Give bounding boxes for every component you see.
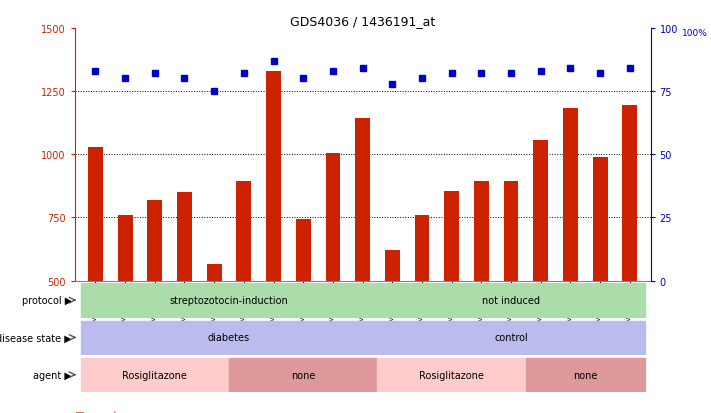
Bar (229, 358, 378, 392)
Bar (503, 181, 518, 281)
Bar (80, 358, 229, 392)
Bar (474, 181, 488, 281)
Bar (80, 321, 378, 354)
Bar (147, 200, 162, 281)
Text: none: none (291, 370, 316, 380)
Bar (444, 191, 459, 281)
Bar (378, 284, 645, 317)
Bar (88, 147, 103, 281)
Bar (533, 141, 548, 281)
Text: disease state ▶: disease state ▶ (0, 332, 72, 343)
Text: 100%: 100% (683, 29, 708, 38)
Text: protocol ▶: protocol ▶ (21, 295, 72, 306)
Bar (563, 108, 578, 281)
Title: GDS4036 / 1436191_at: GDS4036 / 1436191_at (290, 15, 435, 28)
Bar (356, 119, 370, 281)
Text: not induced: not induced (482, 295, 540, 306)
Bar (118, 215, 132, 281)
Bar (237, 181, 251, 281)
Bar (385, 251, 400, 281)
Bar (378, 358, 526, 392)
Bar (415, 215, 429, 281)
Bar (622, 106, 637, 281)
Bar (593, 157, 607, 281)
Bar (80, 284, 378, 317)
Bar (177, 192, 192, 281)
Text: none: none (573, 370, 597, 380)
Bar (326, 154, 341, 281)
Bar (378, 321, 645, 354)
Bar (296, 219, 311, 281)
Text: Rosiglitazone: Rosiglitazone (419, 370, 484, 380)
Text: ■ count: ■ count (75, 410, 117, 413)
Text: agent ▶: agent ▶ (33, 370, 72, 380)
Text: diabetes: diabetes (208, 332, 250, 343)
Bar (266, 72, 281, 281)
Text: Rosiglitazone: Rosiglitazone (122, 370, 187, 380)
Text: streptozotocin-induction: streptozotocin-induction (170, 295, 289, 306)
Bar (207, 264, 222, 281)
Text: control: control (494, 332, 528, 343)
Bar (526, 358, 645, 392)
